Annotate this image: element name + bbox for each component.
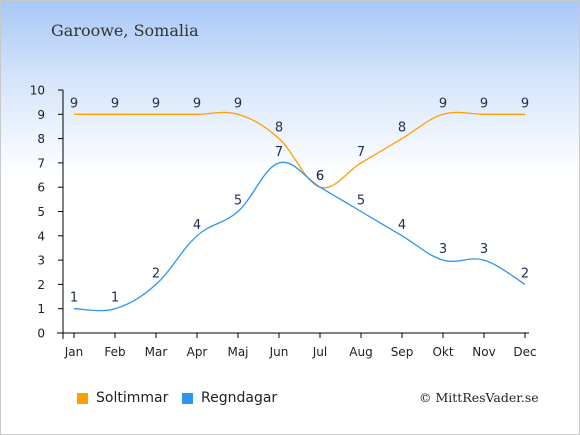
data-label-regndagar: 1 — [111, 291, 119, 306]
data-label-regndagar: 3 — [439, 242, 447, 257]
x-tick-label: Jan — [64, 345, 84, 359]
data-label-regndagar: 7 — [275, 145, 283, 160]
legend-item-regndagar: Regndagar — [182, 390, 277, 406]
y-tick-label: 4 — [37, 229, 45, 243]
x-tick-label: Feb — [104, 345, 125, 359]
data-label-soltimmar: 9 — [111, 96, 119, 111]
series-line-regndagar — [73, 161, 526, 312]
x-tick-label: Mar — [145, 345, 168, 359]
data-label-regndagar: 2 — [152, 266, 160, 281]
x-tick-label: Nov — [472, 345, 495, 359]
y-tick-label: 7 — [37, 156, 45, 170]
series-lines — [73, 111, 526, 312]
y-tick-label: 1 — [37, 302, 45, 316]
y-tick-label: 10 — [30, 84, 45, 98]
x-tick-label: Dec — [513, 345, 536, 359]
data-label-soltimmar: 9 — [234, 96, 242, 111]
x-tick-label: Jul — [312, 345, 327, 359]
data-label-soltimmar: 9 — [521, 96, 529, 111]
data-label-regndagar: 6 — [316, 169, 324, 184]
data-label-soltimmar: 8 — [398, 121, 406, 136]
data-label-soltimmar: 9 — [70, 96, 78, 111]
x-tick-label: Sep — [391, 345, 414, 359]
data-label-regndagar: 4 — [398, 218, 406, 233]
data-label-regndagar: 2 — [521, 266, 529, 281]
y-tick-label: 8 — [37, 132, 45, 146]
data-label-regndagar: 3 — [480, 242, 488, 257]
y-tick-label: 0 — [37, 327, 45, 341]
legend-swatch-regndagar — [182, 392, 193, 404]
x-tick-label: Maj — [227, 345, 248, 359]
series-line-soltimmar — [74, 111, 525, 189]
y-tick-label: 9 — [37, 108, 45, 122]
y-tick-label: 6 — [37, 181, 45, 195]
data-label-soltimmar: 9 — [439, 96, 447, 111]
credit-text: © MittResVader.se — [419, 390, 539, 405]
data-label-soltimmar: 6 — [316, 169, 324, 184]
data-label-soltimmar: 9 — [193, 96, 201, 111]
chart-title: Garoowe, Somalia — [51, 21, 199, 40]
axes: 0 1 2 3 4 5 6 7 8 9 10 Jan Feb Mar Apr Maj Jun Jul Aug Sep O… — [30, 84, 537, 360]
data-label-soltimmar: 9 — [480, 96, 488, 111]
y-tick-label: 3 — [37, 254, 45, 268]
data-label-soltimmar: 8 — [275, 121, 283, 136]
data-label-regndagar: 1 — [70, 291, 78, 306]
y-tick-label: 2 — [37, 278, 45, 292]
x-tick-label: Jun — [269, 345, 289, 359]
legend-label-regndagar: Regndagar — [201, 390, 278, 406]
data-label-regndagar: 5 — [234, 194, 242, 209]
legend-label-soltimmar: Soltimmar — [96, 390, 169, 406]
y-tick-label: 5 — [37, 205, 45, 219]
legend-item-soltimmar: Soltimmar — [77, 390, 168, 406]
legend-swatch-soltimmar — [77, 392, 88, 404]
data-label-soltimmar: 7 — [357, 145, 365, 160]
data-label-regndagar: 4 — [193, 218, 201, 233]
x-tick-label: Okt — [432, 345, 453, 359]
data-label-regndagar: 5 — [357, 194, 365, 209]
data-label-soltimmar: 9 — [152, 96, 160, 111]
x-tick-label: Apr — [187, 345, 208, 359]
x-tick-label: Aug — [349, 345, 372, 359]
